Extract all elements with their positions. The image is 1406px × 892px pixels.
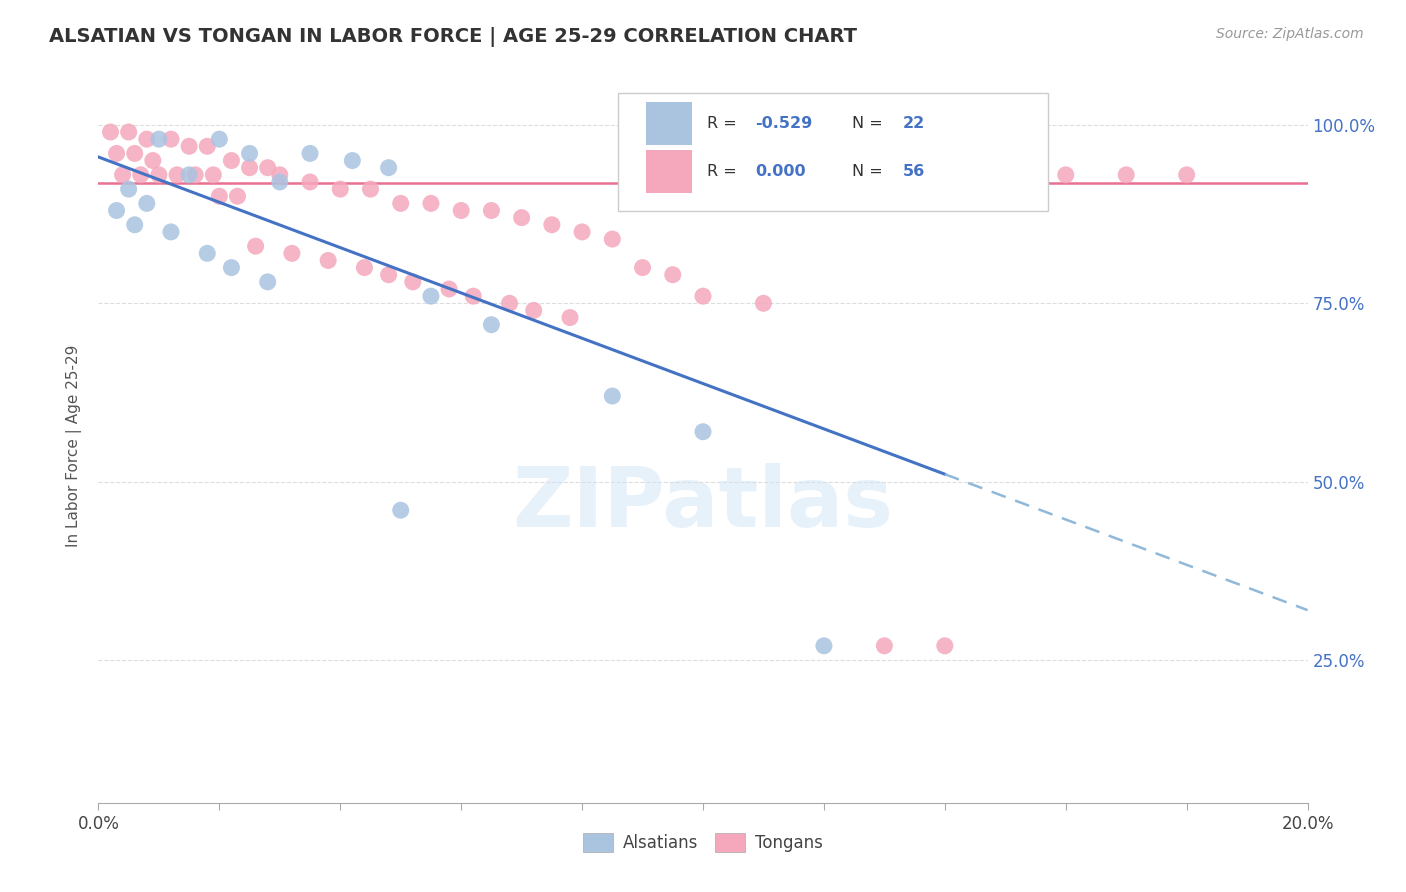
- Point: [692, 425, 714, 439]
- Point: [692, 289, 714, 303]
- Point: [129, 168, 152, 182]
- Point: [256, 275, 278, 289]
- Point: [934, 639, 956, 653]
- Point: [1175, 168, 1198, 182]
- Point: [299, 146, 322, 161]
- Point: [160, 225, 183, 239]
- Text: N =: N =: [852, 164, 887, 178]
- Point: [873, 639, 896, 653]
- Point: [510, 211, 533, 225]
- Point: [148, 168, 170, 182]
- Point: [105, 146, 128, 161]
- Point: [105, 203, 128, 218]
- Text: R =: R =: [707, 164, 741, 178]
- Point: [100, 125, 122, 139]
- Point: [813, 639, 835, 653]
- Text: 22: 22: [903, 116, 925, 131]
- Bar: [647, 150, 692, 193]
- Point: [269, 168, 291, 182]
- Point: [571, 225, 593, 239]
- Text: 0.000: 0.000: [755, 164, 806, 178]
- Point: [179, 168, 201, 182]
- Point: [523, 303, 546, 318]
- Text: ALSATIAN VS TONGAN IN LABOR FORCE | AGE 25-29 CORRELATION CHART: ALSATIAN VS TONGAN IN LABOR FORCE | AGE …: [49, 27, 858, 46]
- Point: [221, 153, 243, 168]
- Point: [994, 168, 1017, 182]
- Point: [118, 182, 141, 196]
- Point: [239, 146, 262, 161]
- FancyBboxPatch shape: [619, 93, 1047, 211]
- Point: [631, 260, 654, 275]
- Point: [540, 218, 562, 232]
- Point: [661, 268, 683, 282]
- Point: [166, 168, 188, 182]
- Text: Source: ZipAtlas.com: Source: ZipAtlas.com: [1216, 27, 1364, 41]
- Point: [602, 389, 624, 403]
- Point: [783, 168, 806, 182]
- Point: [160, 132, 183, 146]
- Point: [221, 260, 243, 275]
- Point: [281, 246, 304, 260]
- Point: [1054, 168, 1077, 182]
- Point: [813, 168, 835, 182]
- Point: [195, 139, 218, 153]
- Point: [226, 189, 249, 203]
- Point: [377, 161, 399, 175]
- Point: [360, 182, 382, 196]
- Point: [195, 246, 218, 260]
- Point: [142, 153, 165, 168]
- Point: [111, 168, 134, 182]
- Point: [481, 318, 503, 332]
- Point: [202, 168, 225, 182]
- Text: 56: 56: [903, 164, 925, 178]
- Point: [752, 296, 775, 310]
- Text: N =: N =: [852, 116, 887, 131]
- Point: [389, 503, 412, 517]
- Point: [118, 125, 141, 139]
- Point: [1115, 168, 1137, 182]
- Point: [558, 310, 581, 325]
- Point: [135, 196, 157, 211]
- Text: ZIPatlas: ZIPatlas: [513, 463, 893, 543]
- Point: [135, 132, 157, 146]
- Point: [179, 139, 201, 153]
- Point: [208, 132, 231, 146]
- Point: [245, 239, 267, 253]
- Point: [148, 132, 170, 146]
- Point: [124, 218, 146, 232]
- Point: [437, 282, 460, 296]
- Y-axis label: In Labor Force | Age 25-29: In Labor Force | Age 25-29: [66, 345, 83, 547]
- Point: [316, 253, 339, 268]
- Point: [299, 175, 322, 189]
- Text: R =: R =: [707, 116, 741, 131]
- Point: [602, 232, 624, 246]
- Text: -0.529: -0.529: [755, 116, 813, 131]
- Legend: Alsatians, Tongans: Alsatians, Tongans: [576, 826, 830, 859]
- Point: [329, 182, 352, 196]
- Point: [184, 168, 207, 182]
- Point: [450, 203, 472, 218]
- Point: [420, 196, 443, 211]
- Point: [256, 161, 278, 175]
- Point: [124, 146, 146, 161]
- Point: [239, 161, 262, 175]
- Point: [269, 175, 291, 189]
- Bar: [647, 102, 692, 145]
- Point: [498, 296, 520, 310]
- Point: [481, 203, 503, 218]
- Point: [463, 289, 485, 303]
- Point: [353, 260, 375, 275]
- Point: [208, 189, 231, 203]
- Point: [342, 153, 364, 168]
- Point: [377, 268, 399, 282]
- Point: [389, 196, 412, 211]
- Point: [420, 289, 443, 303]
- Point: [402, 275, 425, 289]
